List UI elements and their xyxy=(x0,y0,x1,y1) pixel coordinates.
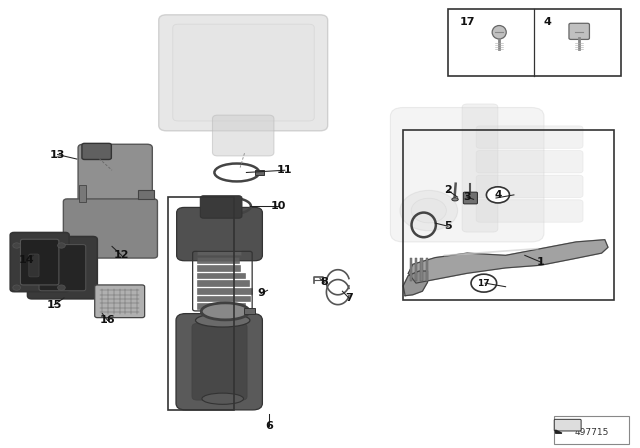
Ellipse shape xyxy=(201,303,249,320)
Ellipse shape xyxy=(202,393,243,404)
Bar xyxy=(197,257,239,263)
FancyBboxPatch shape xyxy=(476,175,583,198)
Bar xyxy=(197,296,250,302)
Text: 1: 1 xyxy=(537,257,545,267)
Circle shape xyxy=(471,274,497,292)
Bar xyxy=(403,130,614,300)
Bar xyxy=(426,258,428,281)
Polygon shape xyxy=(403,271,428,296)
Bar xyxy=(415,258,417,281)
Bar xyxy=(197,280,250,286)
Bar xyxy=(197,288,252,294)
Ellipse shape xyxy=(492,26,506,39)
Circle shape xyxy=(58,243,65,248)
Polygon shape xyxy=(408,240,608,283)
Text: 16: 16 xyxy=(100,315,115,325)
FancyBboxPatch shape xyxy=(476,126,583,148)
Ellipse shape xyxy=(452,198,458,201)
Text: 11: 11 xyxy=(277,165,292,175)
Text: 7: 7 xyxy=(345,293,353,303)
Text: 4: 4 xyxy=(544,17,552,27)
Polygon shape xyxy=(556,430,562,433)
FancyBboxPatch shape xyxy=(95,285,145,318)
FancyBboxPatch shape xyxy=(78,144,152,210)
FancyBboxPatch shape xyxy=(200,196,242,218)
FancyBboxPatch shape xyxy=(177,207,262,261)
Text: 10: 10 xyxy=(271,201,286,211)
FancyBboxPatch shape xyxy=(569,23,589,39)
Bar xyxy=(79,185,86,202)
Bar xyxy=(420,258,423,281)
Bar xyxy=(197,272,244,278)
FancyBboxPatch shape xyxy=(28,237,97,299)
Circle shape xyxy=(13,243,20,248)
Bar xyxy=(197,265,240,271)
FancyBboxPatch shape xyxy=(212,115,274,156)
FancyBboxPatch shape xyxy=(390,108,544,242)
Text: 14: 14 xyxy=(19,255,35,265)
FancyBboxPatch shape xyxy=(462,104,498,232)
Text: 5: 5 xyxy=(444,221,452,231)
FancyBboxPatch shape xyxy=(173,24,314,121)
Bar xyxy=(197,303,245,309)
FancyBboxPatch shape xyxy=(82,143,111,159)
Bar xyxy=(244,308,255,314)
Text: 12: 12 xyxy=(114,250,129,260)
Bar xyxy=(554,416,629,444)
Bar xyxy=(197,250,241,255)
Circle shape xyxy=(486,187,509,203)
Circle shape xyxy=(13,285,20,290)
FancyBboxPatch shape xyxy=(63,199,157,258)
Bar xyxy=(138,190,154,199)
Ellipse shape xyxy=(412,198,447,223)
FancyBboxPatch shape xyxy=(476,151,583,173)
Text: 8: 8 xyxy=(321,277,328,287)
Text: 6: 6 xyxy=(265,421,273,431)
Circle shape xyxy=(58,285,65,290)
Ellipse shape xyxy=(400,190,458,231)
Text: 17: 17 xyxy=(477,279,490,288)
FancyBboxPatch shape xyxy=(476,200,583,222)
FancyBboxPatch shape xyxy=(192,323,247,400)
FancyBboxPatch shape xyxy=(463,192,477,204)
FancyBboxPatch shape xyxy=(29,254,39,277)
FancyBboxPatch shape xyxy=(159,15,328,131)
Ellipse shape xyxy=(196,314,250,327)
Text: 4: 4 xyxy=(494,190,502,200)
Bar xyxy=(410,258,412,281)
Text: 3: 3 xyxy=(463,192,471,202)
FancyBboxPatch shape xyxy=(39,245,86,291)
FancyBboxPatch shape xyxy=(554,419,581,431)
Text: 17: 17 xyxy=(460,17,475,27)
Bar xyxy=(255,170,264,175)
FancyBboxPatch shape xyxy=(20,239,59,285)
Text: 13: 13 xyxy=(50,150,65,159)
Text: 497715: 497715 xyxy=(575,428,609,437)
FancyBboxPatch shape xyxy=(176,314,262,410)
Text: 2: 2 xyxy=(444,185,452,195)
Text: 9: 9 xyxy=(257,289,265,298)
Bar xyxy=(448,9,621,76)
Bar xyxy=(168,197,234,410)
Text: 15: 15 xyxy=(47,300,62,310)
FancyBboxPatch shape xyxy=(10,233,69,292)
